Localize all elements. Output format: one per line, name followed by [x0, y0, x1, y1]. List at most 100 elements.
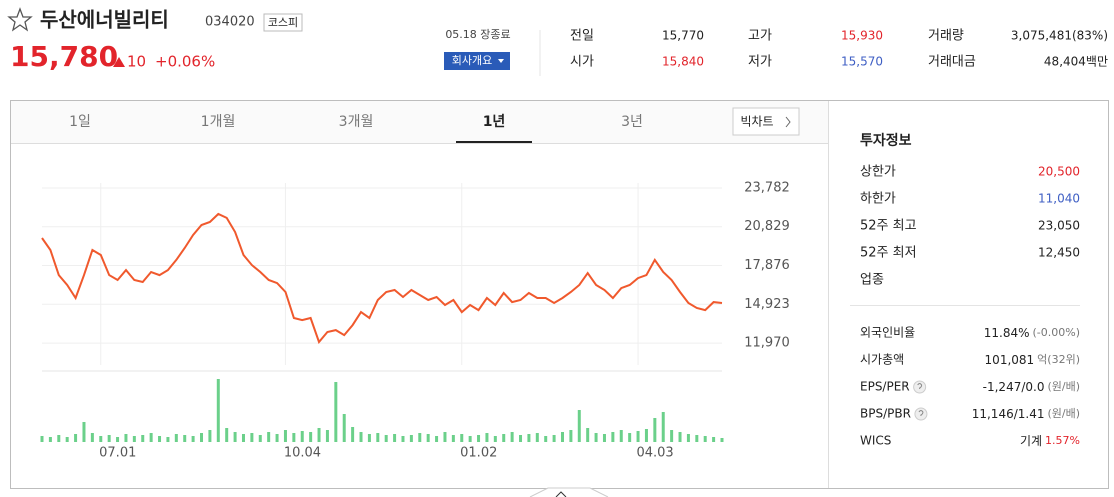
volume-bar	[712, 437, 716, 442]
volume-bar	[132, 436, 136, 442]
expand-tab[interactable]	[529, 487, 609, 497]
volume-bar	[569, 430, 573, 442]
big-chart-button[interactable]	[732, 107, 800, 136]
company-button-label: 회사개요	[452, 54, 492, 67]
volume-bar	[48, 437, 52, 442]
volume-bar	[116, 437, 120, 442]
volume-bar	[577, 410, 581, 442]
volume-bar	[435, 436, 439, 442]
tab[interactable]: 1일	[69, 114, 91, 130]
volume-bar	[451, 435, 455, 442]
favorite-star[interactable]	[7, 7, 33, 32]
info-value-group: 기계 1.57%	[1020, 434, 1080, 448]
y-tick-label: 17,876	[744, 258, 790, 273]
x-tick-label: 10.04	[284, 446, 321, 461]
info-value: 11.84%	[984, 326, 1030, 340]
info-value: 20,500	[1038, 165, 1080, 179]
volume-bar	[57, 435, 61, 442]
volume-bar	[292, 433, 296, 442]
volume-bar	[552, 435, 556, 442]
info-value-group: 101,081 억(32위)	[985, 353, 1080, 367]
volume-bar	[695, 435, 699, 442]
volume-bar	[342, 414, 346, 442]
quote-label: 전일	[570, 29, 594, 44]
volume-bar	[426, 434, 430, 442]
volume-bar	[636, 431, 640, 442]
quote-label: 고가	[748, 29, 772, 44]
volume-bar	[493, 436, 497, 442]
volume-bar	[477, 435, 481, 442]
volume-bar	[241, 434, 245, 442]
volume-bar	[90, 433, 94, 442]
volume-bar	[502, 434, 506, 442]
tab[interactable]: 1개월	[201, 114, 236, 130]
volume-bar	[384, 435, 388, 442]
help-mark	[918, 410, 924, 416]
volume-bar	[670, 430, 674, 442]
volume-bar	[527, 434, 531, 442]
volume-bar	[300, 431, 304, 442]
change-pct: +0.06%	[155, 53, 215, 71]
volume-bar	[393, 434, 397, 442]
volume-bar	[208, 430, 212, 442]
volume-bar	[653, 418, 657, 442]
x-tick-label: 07.01	[99, 446, 136, 461]
volume-bar	[141, 435, 145, 442]
volume-bar	[65, 437, 69, 442]
volume-bar	[124, 434, 128, 442]
volume-bar	[149, 433, 153, 442]
info-note: 억(32위)	[1037, 353, 1080, 366]
volume-bar	[409, 435, 413, 442]
volume-bar	[200, 433, 204, 442]
info-label: BPS/PBR	[860, 407, 911, 421]
change: 10	[127, 53, 146, 71]
info-value-group: -1,247/0.0 (원/배)	[983, 380, 1080, 394]
volume-bar	[325, 430, 329, 442]
chevron	[785, 116, 791, 128]
tab[interactable]: 3년	[621, 114, 643, 130]
volume-bar	[250, 433, 254, 442]
info-value: 12,450	[1038, 246, 1080, 260]
stock-code: 034020	[205, 15, 255, 30]
volume-bar	[586, 428, 590, 442]
volume-bar	[594, 433, 598, 442]
volume-bar	[611, 432, 615, 442]
y-tick-label: 11,970	[744, 336, 790, 351]
volume-bar	[174, 434, 178, 442]
volume-bar	[560, 432, 564, 442]
volume-bar	[267, 432, 271, 442]
expand-arrow	[555, 491, 567, 497]
quote-value: 3,075,481(83%)	[1011, 29, 1108, 43]
market-label: 코스피	[268, 16, 298, 29]
dropdown-caret	[498, 59, 504, 63]
quote-value: 15,930	[841, 29, 883, 43]
volume-bar	[183, 435, 187, 442]
volume-bar	[485, 433, 489, 442]
volume-bar	[376, 433, 380, 442]
tab[interactable]: 3개월	[339, 114, 374, 130]
tab[interactable]: 1년	[483, 114, 506, 130]
volume-bar	[720, 438, 724, 442]
volume-bar	[460, 434, 464, 442]
quote-value: 15,840	[662, 55, 704, 69]
info-note: (원/배)	[1047, 407, 1080, 420]
quote-label: 시가	[570, 55, 594, 70]
info-label: WICS	[860, 434, 891, 448]
info-label: 시가총액	[860, 353, 904, 367]
volume-bar	[544, 436, 548, 442]
volume-bar	[359, 432, 363, 442]
info-note: (원/배)	[1047, 380, 1080, 393]
volume-bar	[418, 433, 422, 442]
volume-bar	[82, 422, 86, 442]
info-note: 1.57%	[1045, 434, 1080, 447]
quote-label: 저가	[748, 55, 772, 70]
info-value: 기계	[1020, 434, 1042, 448]
company-button[interactable]	[444, 52, 510, 70]
help-icon[interactable]	[913, 380, 927, 394]
volume-bar	[619, 430, 623, 442]
help-icon[interactable]	[914, 407, 928, 421]
volume-bar	[351, 427, 355, 442]
info-label: 업종	[860, 273, 884, 288]
volume-bar	[166, 437, 170, 442]
